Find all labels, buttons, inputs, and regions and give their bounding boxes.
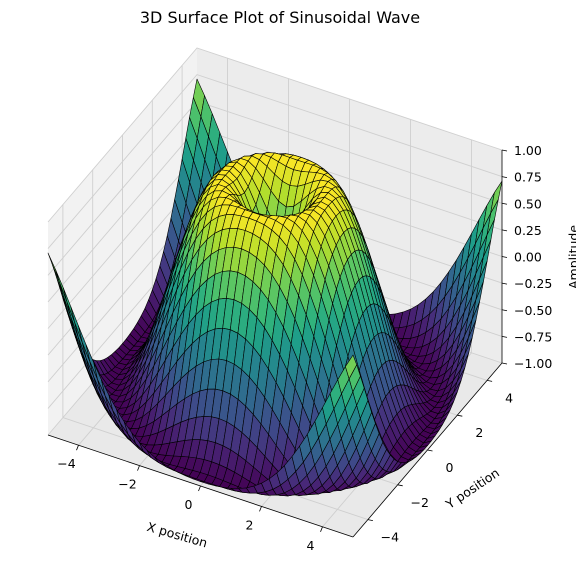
tick-labels: −4 −2 0 2 4 −4 −2 0 2 4 −1.00 −0.75 −0.50 −0.25 0.00 0.… <box>57 143 552 553</box>
z-tick-label: −0.75 <box>514 329 552 344</box>
y-tick-label: −2 <box>410 495 428 510</box>
y-tick-label: 0 <box>446 460 454 475</box>
y-tick-label: 4 <box>505 390 513 405</box>
z-tick-label: 0.75 <box>514 170 542 185</box>
z-tick-mark <box>501 176 508 179</box>
y-tick-mark <box>487 380 493 382</box>
surface-facet <box>345 354 358 380</box>
z-tick-mark <box>501 362 508 365</box>
z-tick-mark <box>501 282 508 285</box>
z-tick-label: 0.25 <box>514 223 542 238</box>
z-grid-line <box>47 74 503 249</box>
z-tick-label: 0.00 <box>514 250 542 265</box>
z-tick-label: 0.50 <box>514 196 542 211</box>
x-tick-mark <box>320 526 323 532</box>
z-grid-line <box>47 47 503 223</box>
y-tick-label: 2 <box>475 425 483 440</box>
y-tick-mark <box>457 414 463 417</box>
x-tick-label: −2 <box>118 477 136 492</box>
z-tick-mark <box>501 256 508 258</box>
z-tick-mark <box>501 149 508 152</box>
y-tick-mark <box>397 484 403 487</box>
z-tick-mark <box>501 335 508 338</box>
z-tick-label: −1.00 <box>514 356 552 371</box>
x-tick-label: 2 <box>246 517 254 532</box>
surface-mesh <box>47 78 503 497</box>
z-tick-label: −0.50 <box>514 303 552 318</box>
x-tick-label: 4 <box>307 538 315 553</box>
y-tick-label: −4 <box>381 530 399 545</box>
z-tick-mark <box>501 202 508 205</box>
z-axis-label: Amplitude <box>566 225 576 289</box>
z-tick-label: −0.25 <box>514 276 552 291</box>
y-tick-mark <box>367 519 373 521</box>
y-tick-mark <box>427 449 433 452</box>
x-tick-mark <box>198 485 201 492</box>
chart-title: 3D Surface Plot of Sinusoidal Wave <box>140 8 420 27</box>
z-tick-label: 1.00 <box>514 143 542 158</box>
x-tick-mark <box>137 465 140 471</box>
x-tick-mark <box>259 506 262 512</box>
x-tick-label: 0 <box>185 497 193 512</box>
z-tick-mark <box>501 229 508 232</box>
x-tick-mark <box>76 445 79 451</box>
x-tick-label: −4 <box>57 456 75 471</box>
z-tick-mark <box>501 309 508 312</box>
